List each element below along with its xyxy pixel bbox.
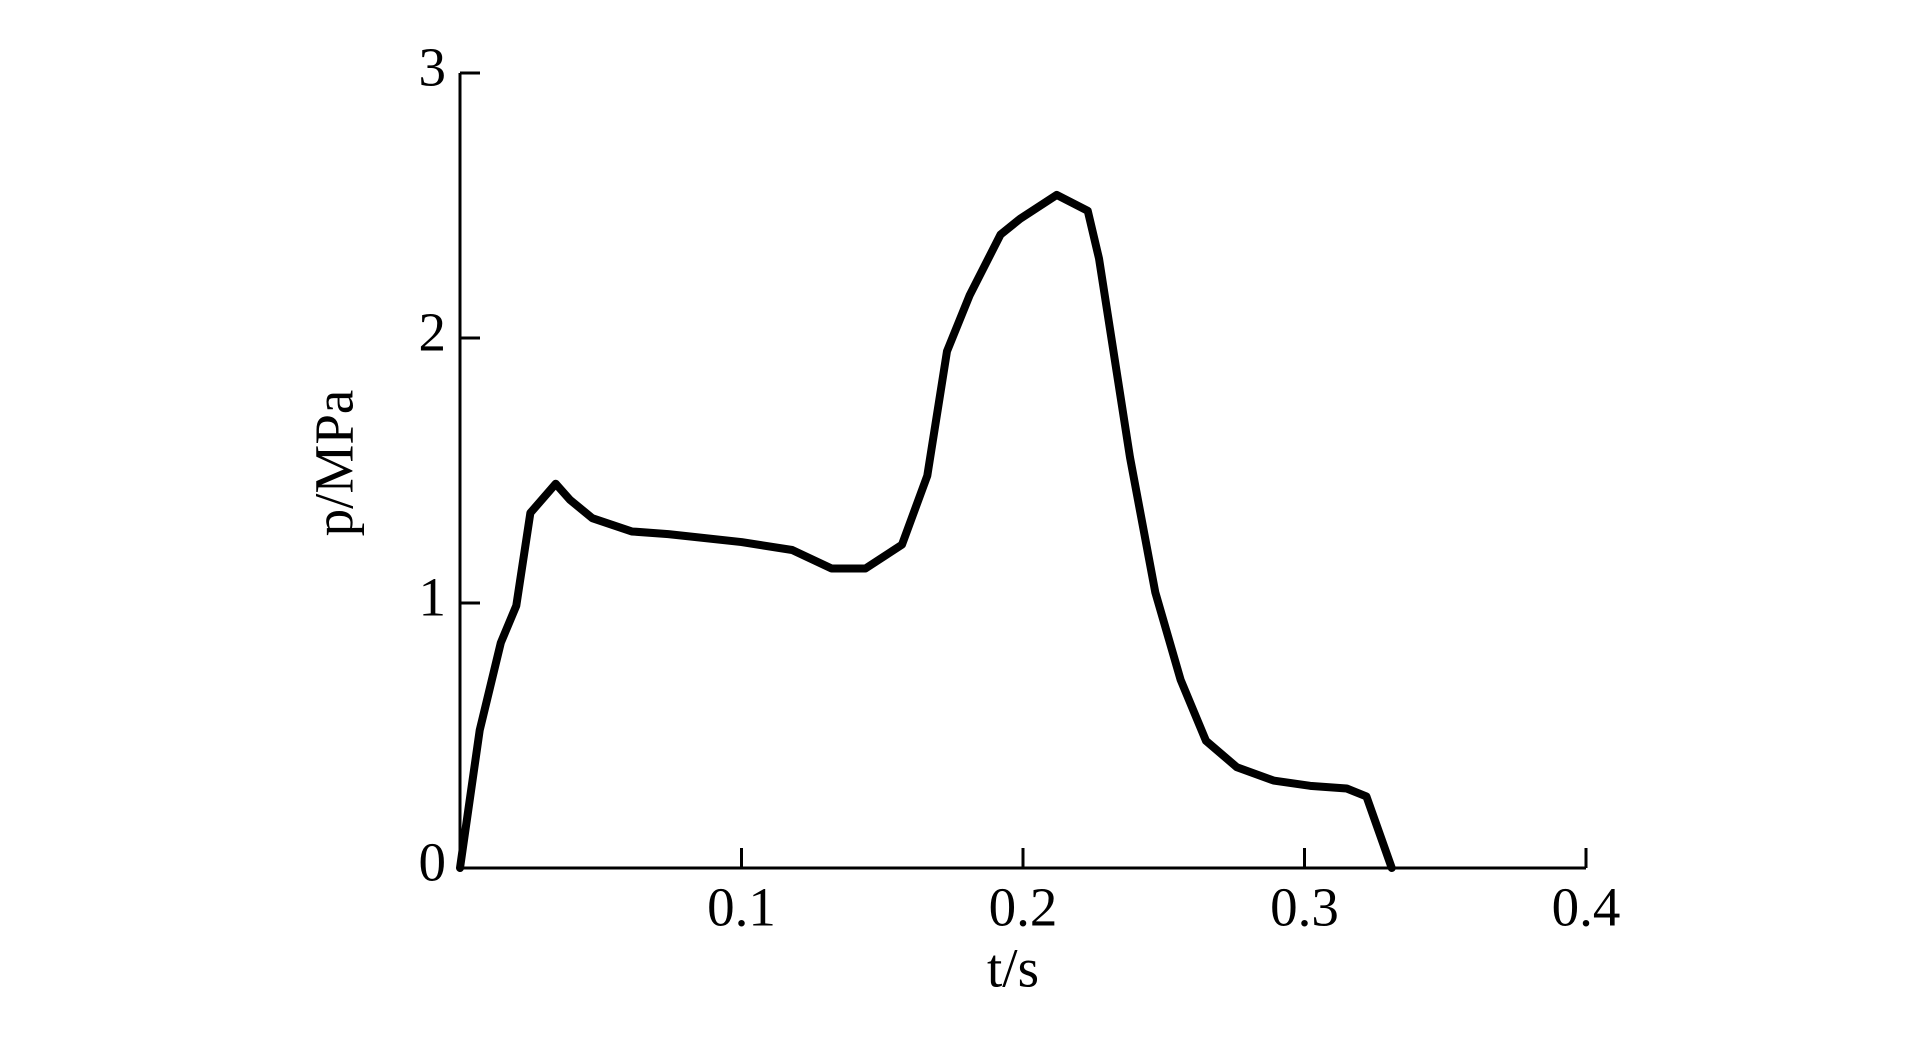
y-tick-label: 3	[419, 37, 447, 98]
y-tick-label: 0	[419, 832, 447, 893]
y-tick-label: 1	[419, 567, 447, 628]
y-tick-label: 2	[419, 302, 447, 363]
x-tick-label: 0.2	[989, 877, 1058, 938]
y-axis-label: p/MPa	[304, 390, 365, 537]
x-tick-label: 0.3	[1270, 877, 1339, 938]
data-line	[456, 190, 1396, 872]
x-axis-label: t/s	[987, 938, 1039, 999]
x-tick-label: 0.1	[707, 877, 776, 938]
x-tick-label: 0.4	[1552, 877, 1621, 938]
